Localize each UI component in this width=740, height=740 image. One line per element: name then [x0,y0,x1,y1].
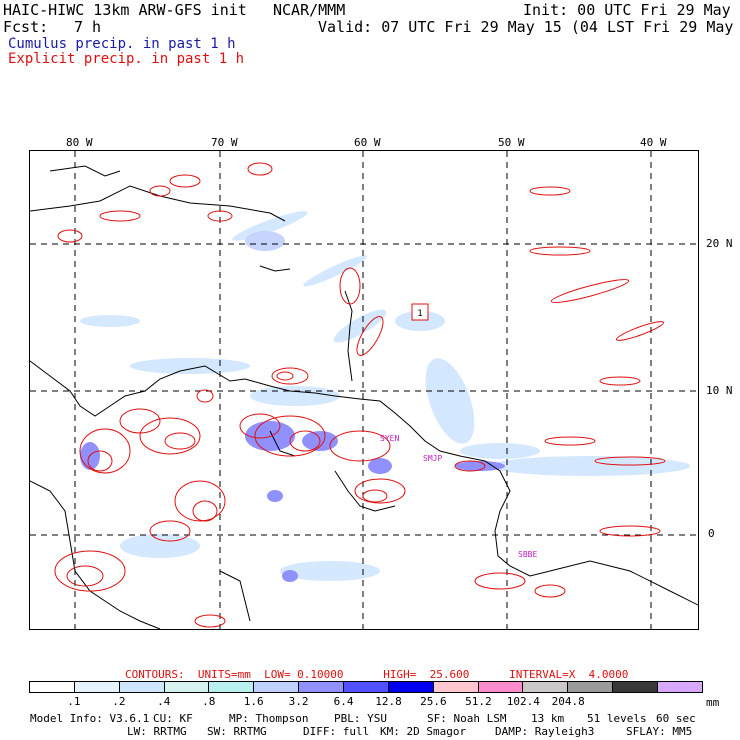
station-label: SBBE [518,550,537,559]
model-info-res: 13 km [531,712,565,725]
colorbar-labels: .1 .2 .4 .8 1.6 3.2 6.4 12.8 25.6 51.2 102.4 204.8 [29,695,703,708]
colorbar-cell [388,682,434,692]
colorbar-cell [478,682,524,692]
org-label: NCAR/MMM [273,1,346,19]
lat-label: 10 N [706,384,733,397]
model-info-cu: CU: KF [153,712,193,725]
model-info-sf: SF: Noah LSM [427,712,507,725]
colorbar-label: 102.4 [506,695,540,708]
model-info-km: KM: 2D Smagor [380,725,467,738]
model-info-lw: LW: RRTMG [127,725,187,738]
lon-label: 60 W [354,136,381,149]
map-canvas: 1 SYEN SMJP SBBE [30,151,698,629]
colorbar-label: .8 [202,695,216,708]
contours-info: CONTOURS: UNITS=mm LOW= 0.10000 HIGH= 25… [125,668,629,681]
lat-label: 0 [708,527,715,540]
colorbar-label: 51.2 [465,695,492,708]
colorbar-cell [433,682,479,692]
colorbar-label: 25.6 [420,695,447,708]
model-info-pbl: PBL: YSU [334,712,387,725]
colorbar-label: 6.4 [333,695,354,708]
colorbar-cell [119,682,165,692]
colorbar-cell [344,682,389,692]
lon-label: 70 W [211,136,238,149]
colorbar-label: 204.8 [551,695,585,708]
model-info-step: 60 sec [656,712,696,725]
marker-box [411,303,429,321]
valid-time: Valid: 07 UTC Fri 29 May 15 (04 LST Fri … [318,18,740,36]
lon-label: 80 W [66,136,93,149]
colorbar-cell [164,682,210,692]
station-label: SYEN [380,434,399,443]
model-info-version: Model Info: V3.6.1 [30,712,150,725]
lat-lon-grid [30,151,698,629]
colorbar-cell [658,682,702,692]
colorbar-cell [254,682,300,692]
model-info-sflay: SFLAY: MM5 [626,725,693,738]
colorbar-label: .1 [67,695,81,708]
model-info-levels: 51 levels [587,712,647,725]
colorbar-label: 12.8 [375,695,402,708]
colorbar-cell [209,682,255,692]
coastlines [30,165,698,629]
colorbar-label: .4 [157,695,171,708]
precip-map: 1 SYEN SMJP SBBE [29,150,699,630]
explicit-precip-contours [54,162,666,628]
colorbar-cell [74,682,120,692]
model-info-mp: MP: Thompson [229,712,309,725]
model-info-diff: DIFF: full [303,725,370,738]
colorbar-cell [523,682,569,692]
lon-label: 40 W [640,136,667,149]
colorbar-cell [299,682,345,692]
colorbar-cell [30,682,75,692]
explicit-legend: Explicit precip. in past 1 h [8,51,245,67]
lon-label: 50 W [498,136,525,149]
model-title: HAIC-HIWC 13km ARW-GFS init [3,1,247,19]
precip-colorbar [29,681,703,693]
station-label: SMJP [423,454,442,463]
colorbar-label: 1.6 [243,695,264,708]
model-info-damp: DAMP: Rayleigh3 [495,725,595,738]
model-info-sw: SW: RRTMG [207,725,267,738]
colorbar-cell [613,682,659,692]
forecast-label: Fcst: [3,18,49,36]
lat-label: 20 N [706,237,733,250]
colorbar-label: 3.2 [288,695,309,708]
marker-box-label: 1 [417,309,422,319]
cumulus-legend: Cumulus precip. in past 1 h [8,36,236,52]
forecast-hour: 7 h [74,18,102,36]
cumulus-precip-areas [80,211,690,581]
init-time: Init: 00 UTC Fri 29 May 15 [523,1,740,19]
colorbar-label: .2 [112,695,126,708]
colorbar-units: mm [706,696,720,709]
colorbar-cell [568,682,614,692]
